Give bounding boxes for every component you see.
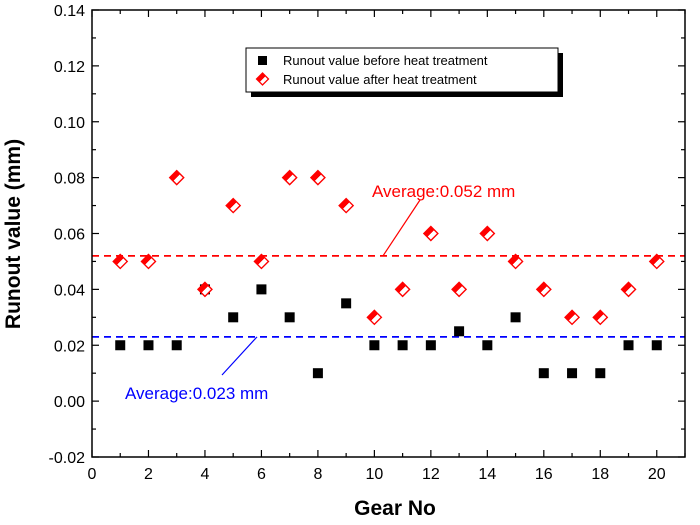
x-tick-label: 12	[422, 466, 440, 483]
point-after-heat-treatment	[394, 281, 411, 298]
point-before-heat-treatment	[595, 368, 606, 379]
legend: Runout value before heat treatment Runou…	[245, 47, 563, 97]
point-after-heat-treatment	[422, 225, 439, 242]
point-after-heat-treatment	[225, 197, 242, 214]
point-after-heat-treatment	[507, 253, 524, 270]
average-before-label: Average:0.023 mm	[125, 384, 268, 403]
point-after-heat-treatment	[338, 197, 355, 214]
point-after-heat-treatment	[648, 253, 665, 270]
point-after-heat-treatment	[253, 253, 270, 270]
reference-lines	[92, 254, 685, 338]
x-tick-label: 14	[478, 466, 496, 483]
point-after-heat-treatment	[281, 169, 298, 186]
x-tick-label: 0	[88, 466, 97, 483]
x-tick-label: 10	[365, 466, 383, 483]
annotations: Average:0.052 mm Average:0.023 mm	[125, 182, 515, 403]
y-tick-label: 0.02	[54, 338, 85, 355]
point-before-heat-treatment	[510, 312, 521, 323]
y-tick-label: 0.08	[54, 171, 85, 188]
x-tick-label: 18	[591, 466, 609, 483]
x-tick-label: 6	[257, 466, 266, 483]
point-before-heat-treatment	[454, 326, 465, 337]
point-before-heat-treatment	[538, 368, 549, 379]
y-tick-label: 0.14	[54, 3, 85, 20]
x-axis-title: Gear No	[354, 497, 436, 520]
point-after-heat-treatment	[564, 309, 581, 326]
point-after-heat-treatment	[451, 281, 468, 298]
axis-ticks: 0 2 4 6 8 10 12 14 16 18 20 -0.02 0.00 0.02 0.04 0.06 0.…	[49, 3, 686, 483]
point-after-heat-treatment	[112, 253, 129, 270]
point-after-heat-treatment	[196, 281, 213, 298]
average-after-label: Average:0.052 mm	[372, 182, 515, 201]
data-points	[112, 169, 665, 379]
y-tick-label: 0.00	[54, 394, 85, 411]
x-tick-label: 16	[535, 466, 553, 483]
point-after-heat-treatment	[366, 309, 383, 326]
legend-label-before: Runout value before heat treatment	[283, 53, 488, 68]
point-before-heat-treatment	[623, 340, 634, 351]
point-before-heat-treatment	[482, 340, 493, 351]
point-before-heat-treatment	[312, 368, 323, 379]
x-tick-label: 8	[313, 466, 322, 483]
point-before-heat-treatment	[143, 340, 154, 351]
y-tick-label: -0.02	[49, 450, 86, 467]
point-before-heat-treatment	[256, 284, 267, 295]
y-tick-label: 0.12	[54, 59, 85, 76]
average-before-leader	[221, 336, 258, 376]
legend-marker-before	[258, 56, 267, 65]
point-before-heat-treatment	[567, 368, 578, 379]
point-before-heat-treatment	[369, 340, 380, 351]
point-after-heat-treatment	[620, 281, 637, 298]
average-after-leader	[382, 199, 421, 257]
point-after-heat-treatment	[592, 309, 609, 326]
point-after-heat-treatment	[309, 169, 326, 186]
legend-marker-after	[255, 72, 270, 86]
point-before-heat-treatment	[651, 340, 662, 351]
point-before-heat-treatment	[397, 340, 408, 351]
point-before-heat-treatment	[171, 340, 182, 351]
point-before-heat-treatment	[425, 340, 436, 351]
point-before-heat-treatment	[341, 298, 352, 309]
point-after-heat-treatment	[168, 169, 185, 186]
y-tick-label: 0.06	[54, 227, 85, 244]
x-tick-label: 20	[648, 466, 666, 483]
point-after-heat-treatment	[140, 253, 157, 270]
point-before-heat-treatment	[284, 312, 295, 323]
legend-label-after: Runout value after heat treatment	[283, 72, 477, 87]
point-before-heat-treatment	[115, 340, 126, 351]
point-before-heat-treatment	[228, 312, 239, 323]
y-axis-title: Runout value (mm)	[2, 139, 25, 329]
x-tick-label: 4	[200, 466, 209, 483]
point-after-heat-treatment	[479, 225, 496, 242]
legend-box	[245, 47, 559, 93]
y-tick-label: 0.10	[54, 115, 85, 132]
point-after-heat-treatment	[535, 281, 552, 298]
x-tick-label: 2	[144, 466, 153, 483]
y-tick-label: 0.04	[54, 282, 85, 299]
